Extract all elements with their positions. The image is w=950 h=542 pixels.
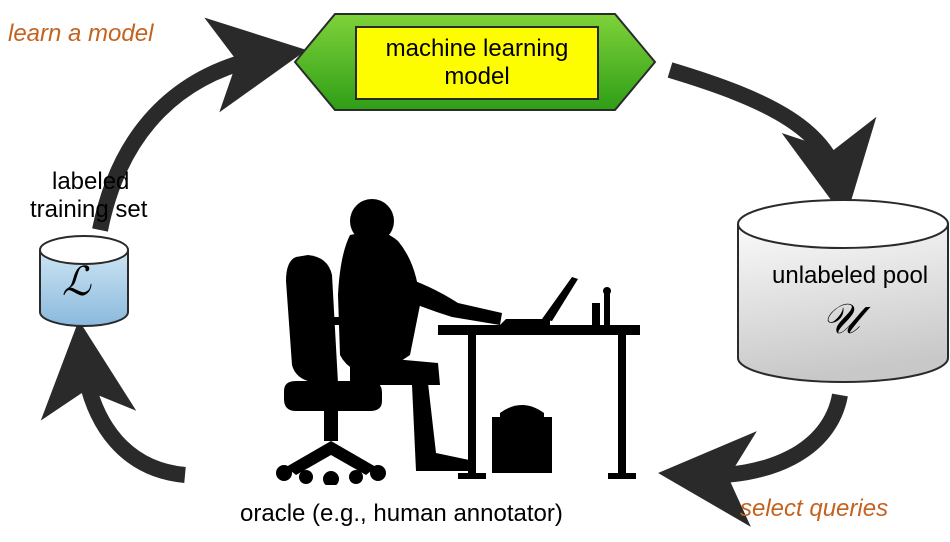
- model-box: machine learning model: [355, 26, 599, 100]
- model-label-line1: machine learning: [357, 35, 597, 63]
- model-label-line2: model: [357, 63, 597, 91]
- labeled-set-label-1: labeled: [52, 168, 129, 196]
- labeled-cyl-symbol: ℒ: [62, 258, 91, 305]
- oracle-label: oracle (e.g., human annotator): [240, 500, 563, 528]
- labeled-set-label-2: training set: [30, 196, 147, 224]
- diagram-stage: { "canvas": { "width": 950, "height": 54…: [0, 0, 950, 542]
- select-queries-label: select queries: [740, 495, 888, 523]
- unlabeled-cyl-symbol: 𝒰: [822, 296, 860, 344]
- unlabeled-cylinder: [738, 200, 948, 382]
- unlabeled-pool-label: unlabeled pool: [772, 262, 928, 290]
- arrow-oracle-to-labeled: [82, 352, 185, 475]
- arrow-pool-to-oracle: [690, 395, 840, 476]
- arrow-model-to-pool: [670, 70, 840, 188]
- human-annotator-silhouette: [200, 185, 640, 485]
- learn-model-label: learn a model: [8, 20, 153, 48]
